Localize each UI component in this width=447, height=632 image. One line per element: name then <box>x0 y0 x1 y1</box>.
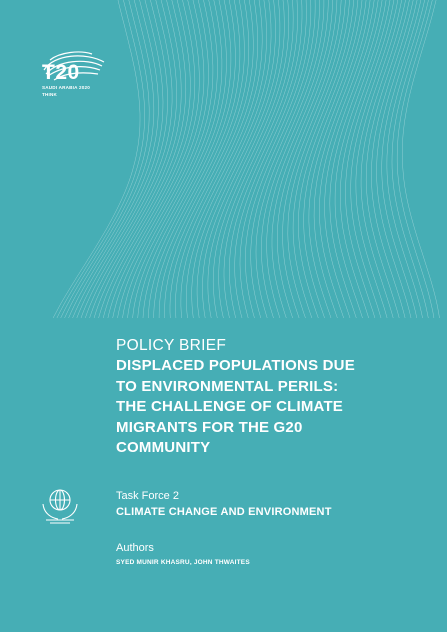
wave-line <box>324 0 379 318</box>
wave-lines-pattern <box>52 0 440 318</box>
wave-line <box>107 0 200 318</box>
wave-line <box>85 0 177 318</box>
wave-line <box>329 0 383 318</box>
wave-line <box>386 0 425 318</box>
wave-line <box>72 0 164 318</box>
wave-line <box>355 0 402 318</box>
title-line: DISPLACED POPULATIONS DUE <box>116 357 355 374</box>
wave-line <box>60 0 150 318</box>
wave-line <box>298 0 359 318</box>
logo-subtitle: SAUDI ARABIA 2020 <box>42 85 90 90</box>
wave-line <box>371 0 414 318</box>
wave-line <box>360 0 406 318</box>
wave-line <box>175 0 258 318</box>
wave-line <box>266 0 333 318</box>
wave-line <box>218 0 294 318</box>
wave-line <box>287 0 350 318</box>
wave-line <box>396 0 435 318</box>
wave-line <box>277 0 342 318</box>
title-line: THE CHALLENGE OF CLIMATE <box>116 398 344 415</box>
wave-line <box>229 0 303 318</box>
wave-line <box>376 0 418 318</box>
wave-line <box>148 0 236 318</box>
authors-label: Authors <box>116 542 154 554</box>
wave-line <box>340 0 391 318</box>
wave-line <box>282 0 346 318</box>
wave-line <box>239 0 312 318</box>
globe-hands-icon <box>42 489 78 524</box>
wave-line <box>64 0 155 318</box>
logo-tagline: THINK <box>42 92 58 97</box>
wave-line <box>93 0 187 318</box>
wave-line <box>271 0 338 318</box>
wave-line <box>196 0 276 318</box>
wave-line <box>234 0 307 318</box>
wave-line <box>261 0 329 318</box>
wave-line <box>56 0 145 318</box>
wave-line <box>292 0 355 318</box>
wave-line <box>381 0 422 318</box>
wave-line <box>245 0 316 318</box>
wave-line <box>313 0 371 318</box>
title-line: COMMUNITY <box>116 439 211 456</box>
logo-wordmark: T20 <box>42 61 80 84</box>
wave-line <box>112 0 205 318</box>
wave-line <box>142 0 232 318</box>
wave-line <box>250 0 320 318</box>
wave-line <box>137 0 227 318</box>
wave-line <box>164 0 250 318</box>
wave-line <box>89 0 182 318</box>
wave-line <box>303 0 363 318</box>
wave-line <box>132 0 223 318</box>
wave-line <box>180 0 263 318</box>
document-type-label: POLICY BRIEF <box>116 337 227 354</box>
wave-line <box>68 0 159 318</box>
wave-line <box>334 0 387 318</box>
t20-logo-icon <box>43 51 105 81</box>
wave-line <box>345 0 395 318</box>
wave-line <box>52 0 141 318</box>
wave-line <box>153 0 241 318</box>
wave-line <box>102 0 196 318</box>
task-force-name: CLIMATE CHANGE AND ENVIRONMENT <box>116 506 332 518</box>
wave-line <box>207 0 285 318</box>
wave-line <box>169 0 254 318</box>
wave-line <box>350 0 399 318</box>
wave-line <box>98 0 191 318</box>
authors-names: SYED MUNIR KHASRU, JOHN THWAITES <box>116 559 250 566</box>
wave-line <box>186 0 267 318</box>
document-title: DISPLACED POPULATIONS DUE TO ENVIRONMENT… <box>116 356 436 459</box>
wave-line <box>122 0 214 318</box>
title-line: TO ENVIRONMENTAL PERILS: <box>116 377 339 395</box>
wave-line <box>308 0 367 318</box>
wave-line <box>391 0 429 318</box>
wave-line <box>255 0 325 318</box>
task-force-label: Task Force 2 <box>116 490 179 502</box>
wave-line <box>76 0 168 318</box>
wave-line <box>127 0 218 318</box>
wave-line <box>191 0 272 318</box>
wave-line <box>365 0 410 318</box>
wave-line <box>402 0 440 318</box>
wave-line <box>158 0 245 318</box>
wave-line <box>80 0 173 318</box>
wave-line <box>319 0 375 318</box>
wave-line <box>202 0 281 318</box>
wave-line <box>212 0 290 318</box>
title-line: MIGRANTS FOR THE G20 <box>116 418 303 436</box>
wave-line <box>117 0 209 318</box>
wave-line <box>223 0 298 318</box>
